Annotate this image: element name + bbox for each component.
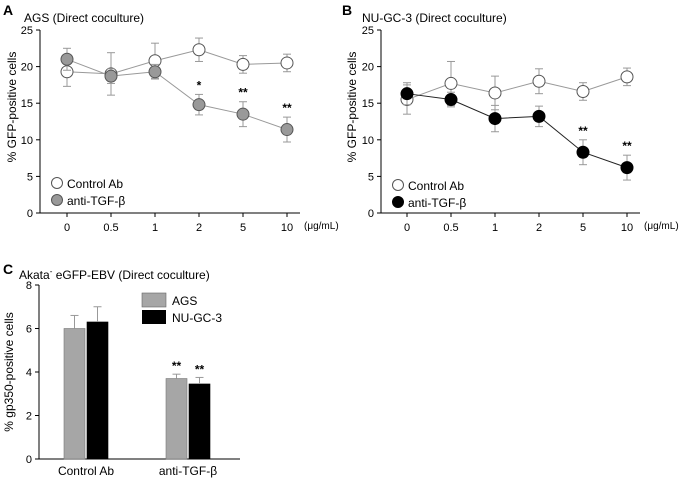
significance-marker: ** — [282, 101, 292, 115]
legend-label-anti-tgf: anti-TGF-β — [408, 196, 466, 210]
x-tick-label: 10 — [281, 222, 293, 234]
x-tick-label: 0 — [64, 222, 70, 234]
panel-c-ylabel: % gp350-positive cells — [2, 312, 16, 431]
panel-a-letter: A — [3, 2, 13, 18]
panel-a-ylabel: % GFP-positive cells — [5, 52, 19, 163]
y-tick-label: 0 — [27, 208, 33, 220]
significance-marker: ** — [238, 86, 248, 100]
x-tick-label: 1 — [152, 222, 158, 234]
panel-c-title-suffix: eGFP-EBV (Direct coculture) — [52, 268, 209, 282]
panel-a-legend: Control Ab anti-TGF-β — [51, 177, 125, 208]
significance-marker: ** — [172, 359, 182, 373]
y-tick-label: 15 — [21, 98, 33, 110]
data-point-1 — [148, 65, 162, 79]
y-tick-label: 0 — [26, 454, 32, 466]
data-point-1 — [488, 112, 502, 126]
y-tick-label: 8 — [26, 280, 32, 292]
panel-b: B NU-GC-3 (Direct coculture) % GFP-posit… — [342, 2, 679, 234]
x-tick-label: 0.5 — [443, 222, 458, 234]
panel-b-x-unit: (μg/mL) — [644, 221, 679, 232]
y-tick-label: 10 — [21, 135, 33, 147]
y-tick-label: 5 — [368, 171, 374, 183]
x-category-label: anti-TGF-β — [159, 464, 217, 478]
legend-marker-anti-tgf — [51, 194, 63, 206]
legend-marker-control-ab — [392, 179, 404, 191]
significance-marker: ** — [195, 362, 205, 376]
data-point-1 — [236, 107, 250, 121]
y-tick-label: 25 — [362, 25, 374, 37]
legend-label-nu-gc-3: NU-GC-3 — [172, 311, 222, 325]
x-tick-label: 0 — [404, 222, 410, 234]
series-line-1 — [406, 93, 628, 169]
y-tick-label: 6 — [26, 324, 32, 336]
panel-b-ylabel: % GFP-positive cells — [345, 52, 359, 163]
significance-marker: * — [197, 78, 202, 92]
legend-label-control-ab: Control Ab — [67, 177, 123, 191]
panel-c: C Akata- eGFP-EBV (Direct coculture) % g… — [2, 261, 240, 478]
panel-b-legend: Control Ab anti-TGF-β — [392, 179, 466, 210]
x-tick-label: 2 — [196, 222, 202, 234]
x-tick-label: 10 — [621, 222, 633, 234]
panel-a: A AGS (Direct coculture) % GFP-positive … — [3, 2, 339, 234]
data-point-1 — [400, 87, 414, 101]
panel-c-title: Akata- eGFP-EBV (Direct coculture) — [19, 267, 210, 282]
y-tick-label: 10 — [362, 135, 374, 147]
bar-nu-gc-3 — [188, 383, 211, 460]
x-tick-label: 1 — [492, 222, 498, 234]
panel-c-letter: C — [3, 261, 13, 277]
panel-b-letter: B — [342, 2, 352, 18]
significance-marker: ** — [622, 139, 632, 153]
y-tick-label: 20 — [362, 62, 374, 74]
data-point-0 — [532, 74, 546, 88]
data-point-1 — [532, 109, 546, 123]
data-point-1 — [576, 145, 590, 159]
legend-label-ags: AGS — [172, 294, 197, 308]
data-point-0 — [576, 84, 590, 98]
bar-ags — [165, 378, 188, 460]
data-point-1 — [104, 69, 118, 83]
panel-c-title-prefix: Akata — [19, 268, 50, 282]
series-line-1 — [66, 58, 288, 131]
data-point-1 — [280, 123, 294, 137]
y-tick-label: 25 — [21, 25, 33, 37]
legend-swatch-nu-gc-3 — [142, 310, 166, 324]
y-tick-label: 2 — [26, 411, 32, 423]
data-point-0 — [620, 70, 634, 84]
series-line-0 — [66, 49, 288, 75]
x-category-label: Control Ab — [58, 464, 114, 478]
panel-a-x-unit: (μg/mL) — [304, 221, 339, 232]
data-point-1 — [620, 161, 634, 175]
x-tick-label: 0.5 — [103, 222, 118, 234]
bar-nu-gc-3 — [86, 321, 109, 460]
x-tick-label: 2 — [536, 222, 542, 234]
panel-b-title: NU-GC-3 (Direct coculture) — [362, 11, 507, 25]
legend-marker-control-ab — [51, 177, 63, 189]
data-point-1 — [60, 52, 74, 66]
y-tick-label: 20 — [21, 62, 33, 74]
series-line-0 — [406, 76, 628, 101]
data-point-0 — [280, 56, 294, 70]
panel-c-legend: AGS NU-GC-3 — [141, 292, 222, 325]
bar-ags — [63, 328, 86, 460]
legend-label-control-ab: Control Ab — [408, 179, 464, 193]
legend-marker-anti-tgf — [392, 196, 404, 208]
y-tick-label: 15 — [362, 98, 374, 110]
legend-label-anti-tgf: anti-TGF-β — [67, 194, 125, 208]
data-point-0 — [444, 76, 458, 90]
x-tick-label: 5 — [240, 222, 246, 234]
panel-a-title: AGS (Direct coculture) — [24, 11, 144, 25]
y-tick-label: 5 — [27, 171, 33, 183]
data-point-0 — [236, 57, 250, 71]
data-point-1 — [192, 98, 206, 112]
data-point-1 — [444, 93, 458, 107]
legend-swatch-ags — [141, 292, 167, 308]
data-point-0 — [488, 86, 502, 100]
data-point-0 — [192, 43, 206, 57]
y-tick-label: 0 — [368, 208, 374, 220]
significance-marker: ** — [578, 124, 588, 138]
y-tick-label: 4 — [26, 367, 32, 379]
x-tick-label: 5 — [580, 222, 586, 234]
panel-c-title-superscript: - — [50, 267, 53, 276]
